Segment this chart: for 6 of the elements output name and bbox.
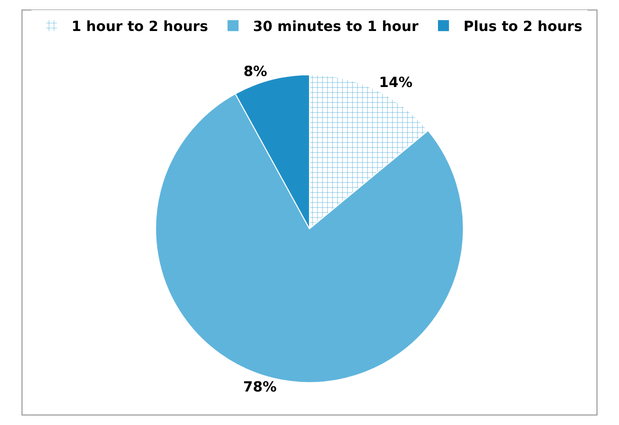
data-label: 14%: [379, 74, 413, 91]
legend-label: 30 minutes to 1 hour: [253, 19, 418, 36]
legend-label: Plus to 2 hours: [463, 19, 582, 36]
data-label: 8%: [243, 64, 268, 80]
data-label: 78%: [243, 380, 277, 396]
legend-label: 1 hour to 2 hours: [72, 19, 208, 36]
